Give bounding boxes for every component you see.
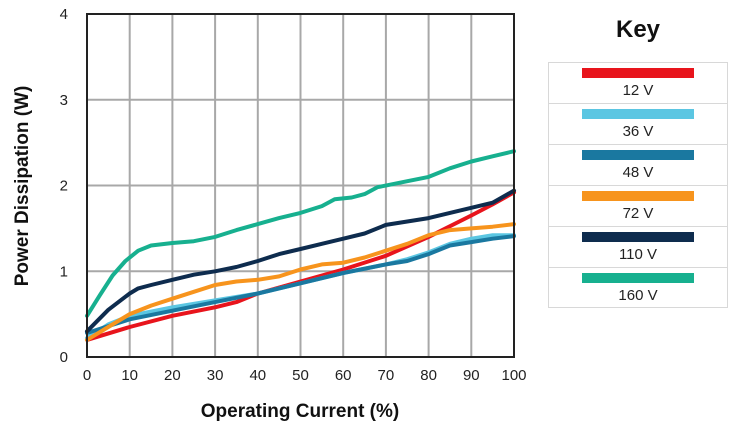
legend-swatch: [582, 232, 694, 242]
y-axis-title: Power Dissipation (W): [12, 86, 33, 287]
legend-item: 36 V: [549, 104, 727, 145]
legend-label: 72 V: [622, 205, 654, 222]
legend-item: 72 V: [549, 186, 727, 227]
y-tick-label: 1: [60, 263, 68, 280]
x-axis-title: Operating Current (%): [201, 401, 399, 422]
legend-swatch: [582, 191, 694, 201]
legend-label: 12 V: [622, 82, 654, 99]
x-tick-label: 60: [335, 367, 352, 384]
legend-item: 48 V: [549, 145, 727, 186]
x-tick-label: 10: [121, 367, 138, 384]
legend: 12 V 36 V 48 V 72 V 110 V 160 V: [548, 62, 728, 308]
series-lines: [85, 149, 516, 342]
x-tick-label: 30: [207, 367, 224, 384]
x-tick-label: 80: [420, 367, 437, 384]
legend-item: 160 V: [549, 268, 727, 309]
series-line-160v: [85, 149, 516, 318]
x-tick-labels: 0 10 20 30 40 50 60 70 80 90 100: [83, 367, 527, 384]
x-tick-label: 40: [249, 367, 266, 384]
x-tick-label: 20: [164, 367, 181, 384]
legend-swatch: [582, 150, 694, 160]
x-tick-label: 70: [378, 367, 395, 384]
x-tick-label: 90: [463, 367, 480, 384]
legend-label: 160 V: [618, 287, 658, 304]
y-tick-label: 3: [60, 92, 68, 109]
y-tick-label: 2: [60, 178, 68, 195]
y-tick-label: 4: [60, 6, 68, 23]
legend-swatch: [582, 109, 694, 119]
series-line-72v: [85, 222, 516, 342]
y-tick-label: 0: [60, 349, 68, 366]
legend-label: 48 V: [622, 164, 654, 181]
x-tick-label: 0: [83, 367, 91, 384]
y-tick-labels: 0 1 2 3 4: [60, 6, 68, 366]
series-line-110v: [85, 188, 516, 334]
legend-label: 110 V: [618, 246, 658, 263]
legend-title: Key: [615, 16, 661, 43]
plot-frame: [86, 13, 515, 358]
series-line-48v: [85, 234, 516, 335]
legend-item: 110 V: [549, 227, 727, 268]
legend-item: 12 V: [549, 63, 727, 104]
legend-swatch: [582, 273, 694, 283]
x-tick-label: 100: [501, 367, 526, 384]
legend-label: 36 V: [622, 123, 654, 140]
x-tick-label: 50: [292, 367, 309, 384]
legend-swatch: [582, 68, 694, 78]
